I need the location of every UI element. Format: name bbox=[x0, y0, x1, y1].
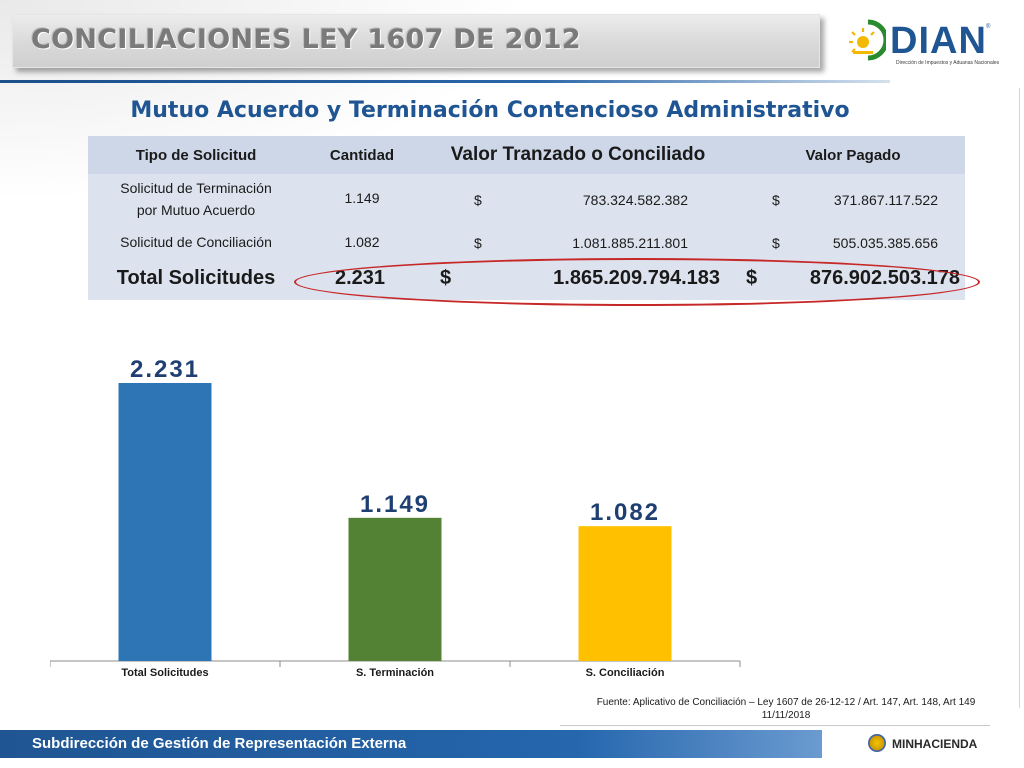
x-tick-label-2: S. Conciliación bbox=[586, 667, 665, 679]
bar-1 bbox=[348, 517, 442, 661]
minhacienda-text: MINHACIENDA bbox=[892, 737, 978, 751]
sun-emblem-icon bbox=[849, 19, 886, 61]
registered-mark: ® bbox=[986, 24, 991, 30]
logo-subtext: Dirección de Impuestos y Aduanas Naciona… bbox=[896, 60, 1000, 66]
page-title: CONCILIACIONES LEY 1607 DE 2012 bbox=[31, 24, 581, 55]
x-tick-label-0: Total Solicitudes bbox=[121, 667, 208, 679]
source-note: Fuente: Aplicativo de Conciliación – Ley… bbox=[560, 696, 1012, 722]
footer-text: Subdirección de Gestión de Representació… bbox=[32, 735, 407, 752]
row1-valor-pagado: 371.867.117.522 bbox=[833, 192, 938, 208]
footnote-divider bbox=[560, 725, 990, 726]
source-text: Fuente: Aplicativo de Conciliación – Ley… bbox=[596, 697, 976, 708]
row1-currency1: $ bbox=[474, 192, 482, 208]
bar-value-label-1: 1.149 bbox=[360, 491, 430, 518]
row2-currency2: $ bbox=[772, 235, 780, 251]
row1-currency2: $ bbox=[772, 192, 780, 208]
header-cantidad: Cantidad bbox=[329, 147, 395, 164]
row2-tipo: Solicitud de Conciliación bbox=[120, 234, 272, 250]
header-valor-pagado: Valor Pagado bbox=[805, 147, 901, 164]
bar-0 bbox=[118, 383, 212, 661]
row2-currency1: $ bbox=[474, 235, 482, 251]
bar-value-label-2: 1.082 bbox=[590, 499, 660, 526]
title-banner: CONCILIACIONES LEY 1607 DE 2012 bbox=[12, 14, 820, 68]
header-tipo: Tipo de Solicitud bbox=[135, 147, 257, 164]
row1-cantidad: 1.149 bbox=[344, 190, 380, 206]
table-header-row bbox=[88, 136, 965, 174]
bar-chart-svg: 2.231 Total Solicitudes 1.149 S. Terminació… bbox=[49, 356, 741, 679]
row2-valor-pagado: 505.035.385.656 bbox=[832, 235, 938, 251]
header-divider bbox=[0, 80, 890, 83]
x-tick-label-1: S. Terminación bbox=[356, 667, 434, 679]
footer-bar: Subdirección de Gestión de Representació… bbox=[0, 730, 822, 758]
colombia-crest-icon bbox=[868, 734, 886, 752]
dian-logo: DIAN ® Dirección de Impuestos y Aduanas … bbox=[846, 14, 1000, 70]
bar-value-label-0: 2.231 bbox=[130, 356, 200, 383]
row2-cantidad: 1.082 bbox=[344, 234, 380, 250]
logo-wordmark: DIAN bbox=[890, 20, 987, 62]
total-highlight-ellipse bbox=[294, 258, 980, 306]
bar-2 bbox=[578, 526, 672, 661]
total-label: Total Solicitudes bbox=[116, 267, 276, 289]
row1-tipo-line2: por Mutuo Acuerdo bbox=[136, 202, 256, 218]
bar-chart: 2.231 Total Solicitudes 1.149 S. Terminació… bbox=[49, 350, 750, 690]
row1-valor-tranzado: 783.324.582.382 bbox=[582, 192, 688, 208]
row1-tipo-line1: Solicitud de Terminación bbox=[120, 180, 272, 196]
slide-subtitle: Mutuo Acuerdo y Terminación Contencioso … bbox=[130, 98, 850, 123]
right-divider bbox=[1019, 88, 1020, 708]
source-date: 11/11/2018 bbox=[761, 710, 811, 721]
row2-valor-tranzado: 1.081.885.211.801 bbox=[572, 235, 688, 251]
header-valor-tranzado: Valor Tranzado o Conciliado bbox=[450, 144, 706, 165]
